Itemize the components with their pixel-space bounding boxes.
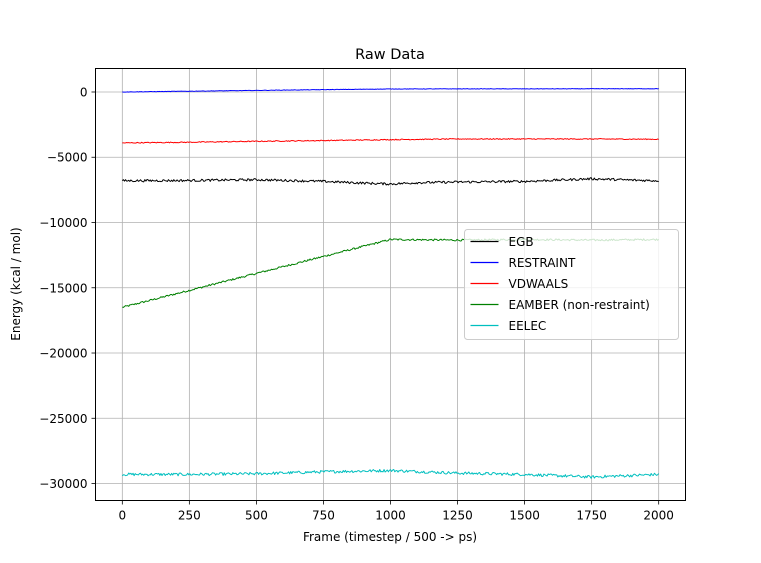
chart-title: Raw Data bbox=[355, 47, 425, 63]
x-tick-label: 500 bbox=[245, 509, 268, 523]
x-tick-label: 0 bbox=[118, 509, 126, 523]
y-tick-label: −20000 bbox=[39, 347, 87, 361]
y-tick-label: 0 bbox=[80, 85, 88, 99]
series-line bbox=[122, 138, 659, 144]
x-tick-label: 750 bbox=[312, 509, 335, 523]
legend-label: VDWAALS bbox=[509, 277, 569, 291]
y-axis: 0 −5000 −10000 −15000 −20000 −25000 −30000 bbox=[39, 85, 96, 491]
y-tick-label: −25000 bbox=[39, 412, 87, 426]
x-tick-label: 1250 bbox=[442, 509, 473, 523]
legend-label: EAMBER (non-restraint) bbox=[509, 298, 650, 312]
y-tick-label: −30000 bbox=[39, 477, 87, 491]
x-tick-label: 1000 bbox=[375, 509, 406, 523]
x-tick-label: 250 bbox=[178, 509, 201, 523]
legend-box bbox=[464, 229, 679, 340]
x-tick-label: 1750 bbox=[576, 509, 607, 523]
legend-label: RESTRAINT bbox=[509, 256, 576, 270]
y-tick-label: −15000 bbox=[39, 281, 87, 295]
series-line bbox=[121, 468, 660, 479]
series-line bbox=[121, 177, 659, 186]
legend-label: EELEC bbox=[509, 319, 547, 333]
y-tick-label: −10000 bbox=[39, 216, 87, 230]
legend: EGB RESTRAINT VDWAALS EAMBER (non-restraint… bbox=[464, 229, 679, 340]
x-axis-label: Frame (timestep / 500 -> ps) bbox=[303, 530, 477, 544]
y-tick-label: −5000 bbox=[47, 151, 88, 165]
legend-label: EGB bbox=[509, 235, 534, 249]
series-line bbox=[122, 88, 659, 93]
x-tick-label: 2000 bbox=[643, 509, 674, 523]
x-axis: 0 250 500 750 1000 1250 1500 1750 2000 bbox=[118, 500, 674, 523]
y-axis-label: Energy (kcal / mol) bbox=[9, 227, 23, 340]
x-tick-label: 1500 bbox=[509, 509, 540, 523]
